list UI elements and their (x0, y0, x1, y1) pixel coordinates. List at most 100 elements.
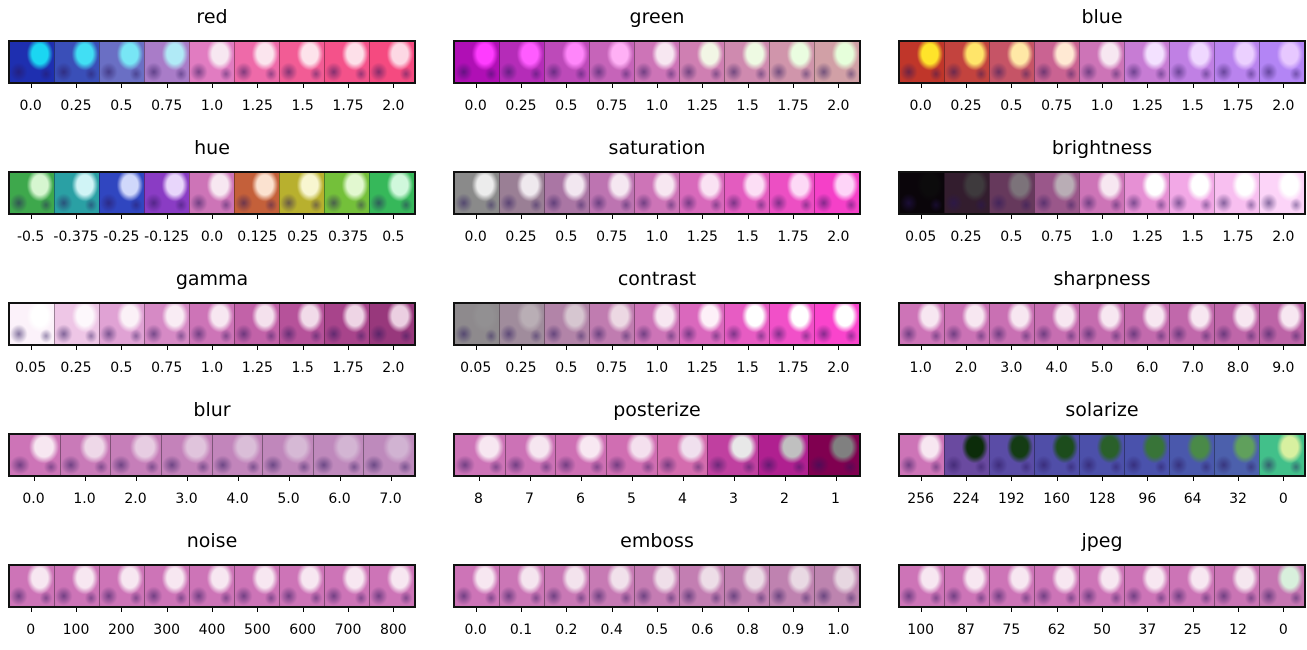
tick-label: 1.25 (1131, 229, 1163, 245)
tissue-thumbnail (234, 42, 279, 82)
tick-labels: 100 87 75 62 50 37 25 12 0 (898, 608, 1306, 639)
thumbnail-strip (8, 564, 416, 608)
tick-mark (302, 346, 304, 350)
tick-label: 6.0 (1136, 360, 1159, 376)
panel-title: hue (194, 137, 230, 159)
tissue-thumbnail (99, 304, 144, 344)
tissue-thumbnail (455, 42, 499, 82)
tick-mark (1102, 215, 1103, 219)
tick-mark (1056, 608, 1058, 612)
tissue-thumbnail (369, 42, 414, 82)
tick-label: 0.75 (596, 98, 628, 114)
tissue-thumbnail (944, 173, 989, 213)
tissue-thumbnail (110, 435, 161, 475)
tissue-thumbnail (1214, 173, 1259, 213)
tick-mark (1056, 477, 1058, 481)
tick-mark (566, 608, 568, 612)
tick-label: 0.25 (505, 98, 537, 114)
tissue-thumbnail (1124, 435, 1169, 475)
tissue-thumbnail (707, 435, 758, 475)
tick-mark (920, 477, 922, 481)
thumbnail-strip (453, 171, 861, 215)
tick-label: -0.25 (103, 229, 140, 245)
tissue-thumbnail (279, 566, 324, 606)
tick-mark (682, 477, 684, 481)
tick-mark (302, 84, 304, 88)
tick-mark (920, 84, 922, 88)
thumbnail-strip (8, 433, 416, 477)
tick-label: 1.0 (645, 229, 669, 245)
tick-label: 0.05 (15, 360, 47, 376)
tick-label: 0.25 (287, 229, 319, 245)
tick-mark (76, 84, 77, 88)
tick-label: 8.0 (1226, 360, 1250, 376)
tissue-thumbnail (679, 566, 724, 606)
tissue-thumbnail (99, 566, 144, 606)
tissue-thumbnail (324, 304, 369, 344)
tick-label: 0.5 (555, 229, 578, 245)
tick-mark (966, 608, 967, 612)
tick-mark (566, 346, 568, 350)
tick-mark (1102, 84, 1103, 88)
tick-mark (793, 215, 794, 219)
panel-blur: blur 0.0 1.0 2.0 3.0 4.0 5.0 6.0 7.0 (8, 399, 416, 519)
tick-label: 9.0 (1272, 360, 1295, 376)
tick-label: 0.0 (464, 622, 487, 638)
panel-title: solarize (1065, 399, 1139, 421)
tick-mark (30, 346, 32, 350)
tissue-thumbnail (144, 566, 189, 606)
tissue-thumbnail (555, 435, 606, 475)
panel-gamma: gamma 0.05 0.25 0.5 0.75 1.0 1.25 1.5 1.75 2.0 (8, 268, 416, 388)
tick-label: 0.4 (600, 622, 623, 638)
tick-mark (166, 346, 168, 350)
tick-label: 1.0 (200, 360, 224, 376)
tick-labels: 0.0 0.25 0.5 0.75 1.0 1.25 1.5 1.75 2.0 (453, 215, 861, 246)
panel-noise: noise 0 100 200 300 400 500 600 700 800 (8, 530, 416, 650)
thumbnail-strip (898, 433, 1306, 477)
tick-label: 0.9 (781, 622, 805, 638)
tick-label: 7 (525, 491, 534, 507)
tick-label: 2.0 (827, 360, 850, 376)
tissue-thumbnail (634, 42, 679, 82)
tissue-thumbnail (54, 173, 99, 213)
tick-labels: 0.0 0.1 0.2 0.4 0.5 0.6 0.8 0.9 1.0 (453, 608, 861, 639)
tick-label: 100 (907, 622, 935, 638)
panel-solarize: solarize 256 224 192 160 128 96 64 32 0 (898, 399, 1306, 519)
tissue-thumbnail (1124, 173, 1169, 213)
tick-mark (1192, 608, 1194, 612)
tissue-thumbnail (279, 173, 324, 213)
tick-labels: 0.05 0.25 0.5 0.75 1.0 1.25 1.5 1.75 2.0 (898, 215, 1306, 246)
tick-label: 1.25 (686, 98, 718, 114)
tissue-thumbnail (1034, 304, 1079, 344)
tissue-thumbnail (324, 42, 369, 82)
tissue-thumbnail (99, 173, 144, 213)
tick-mark (393, 346, 395, 350)
tick-label: 1.75 (1222, 98, 1254, 114)
tick-label: 1.25 (686, 229, 718, 245)
tick-label: 400 (198, 622, 226, 638)
tissue-thumbnail (808, 435, 859, 475)
panel-brightness: brightness 0.05 0.25 0.5 0.75 1.0 1.25 1.5 1.75 2… (898, 137, 1306, 257)
tick-label: 0.75 (1041, 98, 1073, 114)
tick-mark (657, 215, 658, 219)
tick-mark (257, 346, 259, 350)
tissue-thumbnail (455, 566, 499, 606)
tissue-thumbnail (1034, 435, 1079, 475)
tick-label: 25 (1183, 622, 1202, 638)
tick-label: 0.25 (60, 360, 92, 376)
tissue-thumbnail (634, 566, 679, 606)
tick-label: 1.0 (73, 491, 96, 507)
tissue-thumbnail (679, 42, 724, 82)
tick-label: 1.75 (777, 360, 809, 376)
tick-label: 0.0 (464, 229, 487, 245)
tissue-thumbnail (1214, 42, 1259, 82)
tick-label: 32 (1229, 491, 1247, 507)
tick-mark (76, 346, 77, 350)
tick-label: 0.25 (505, 360, 537, 376)
tick-mark (521, 84, 522, 88)
tissue-thumbnail (900, 42, 944, 82)
tissue-thumbnail (1214, 304, 1259, 344)
tissue-thumbnail (279, 42, 324, 82)
tick-labels: 1.0 2.0 3.0 4.0 5.0 6.0 7.0 8.0 9.0 (898, 346, 1306, 377)
tissue-thumbnail (234, 304, 279, 344)
